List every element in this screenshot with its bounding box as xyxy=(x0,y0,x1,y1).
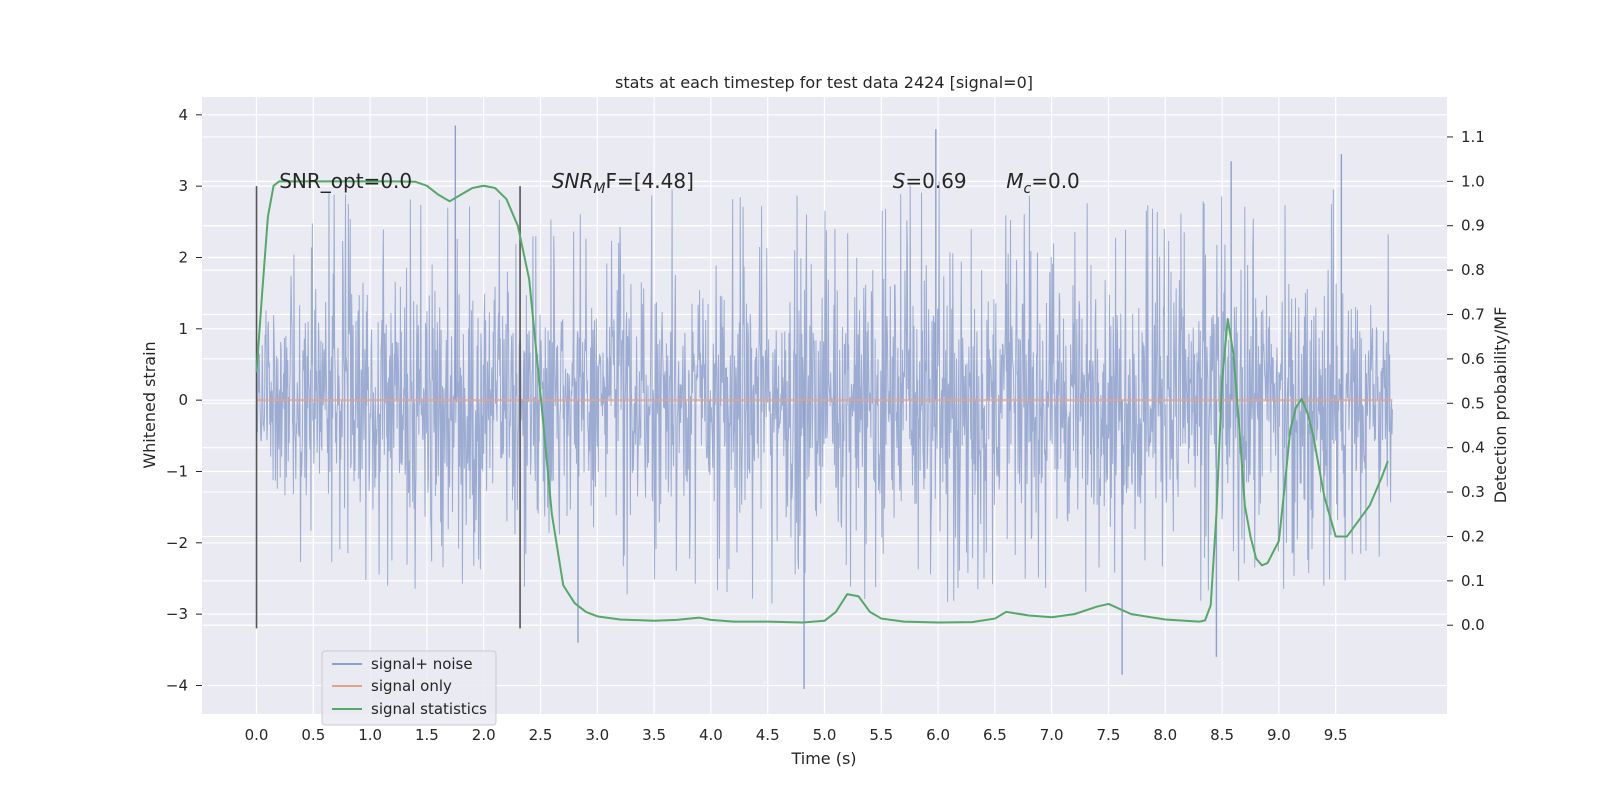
y-right-tick-label-10: 0.1 xyxy=(1461,572,1485,590)
x-tick-label-7: 3.5 xyxy=(642,726,666,744)
x-tick-label-16: 8.0 xyxy=(1153,726,1177,744)
y-right-tick-label-11: 0.0 xyxy=(1461,616,1485,634)
noise-line xyxy=(256,181,1393,604)
y-left-tick-label-7: −3 xyxy=(166,605,188,623)
y-left-tick-label-5: −1 xyxy=(166,462,188,480)
y-right-tick-label-7: 0.4 xyxy=(1461,439,1485,457)
y-right-tick-label-6: 0.5 xyxy=(1461,394,1485,412)
x-tick-label-11: 5.5 xyxy=(869,726,893,744)
annotations: SNR_opt=0.0 SNRMF=[4.48] S=0.69 Mc=0.0 xyxy=(279,169,1080,197)
annotation-0: SNR_opt=0.0 xyxy=(279,169,412,193)
x-tick-label-5: 2.5 xyxy=(529,726,553,744)
x-tick-label-19: 9.5 xyxy=(1324,726,1348,744)
annotation-1: SNRMF=[4.48] xyxy=(552,169,694,197)
chart-title: stats at each timestep for test data 242… xyxy=(615,73,1033,92)
x-axis-ticks: 0.0 0.5 1.0 1.5 2.0 2.5 3.0 3.5 4.0 4.5 5.0 5.5 6.0 6… xyxy=(245,726,1348,744)
x-tick-label-18: 9.0 xyxy=(1267,726,1291,744)
y-axis-left-ticks: 4 3 2 1 0 −1 −2 −3 −4 xyxy=(166,106,202,694)
y-right-tick-label-2: 0.9 xyxy=(1461,217,1485,235)
stats-line xyxy=(255,180,1389,624)
legend-entry-signal-noise: signal+ noise xyxy=(371,655,473,673)
y-right-tick-label-4: 0.7 xyxy=(1461,306,1485,324)
x-tick-label-1: 0.5 xyxy=(301,726,325,744)
y-right-tick-label-1: 1.0 xyxy=(1461,172,1485,190)
annotation-3: Mc=0.0 xyxy=(1006,169,1080,197)
y-left-tick-label-3: 1 xyxy=(178,320,188,338)
y-left-tick-label-1: 3 xyxy=(178,177,188,195)
x-tick-label-17: 8.5 xyxy=(1210,726,1234,744)
x-tick-label-13: 6.5 xyxy=(983,726,1007,744)
x-tick-label-0: 0.0 xyxy=(245,726,269,744)
y-right-tick-label-5: 0.6 xyxy=(1461,350,1485,368)
y-axis-right-label: Detection probability/MF xyxy=(1491,307,1510,504)
y-axis-right-ticks: 1.1 1.0 0.9 0.8 0.7 0.6 0.5 0.4 0.3 0.2 0.1 0.0 xyxy=(1447,128,1485,634)
x-tick-label-10: 5.0 xyxy=(813,726,837,744)
x-tick-label-2: 1.0 xyxy=(358,726,382,744)
x-tick-label-9: 4.5 xyxy=(756,726,780,744)
y-left-tick-label-8: −4 xyxy=(166,676,188,694)
legend: signal+ noise signal only signal statist… xyxy=(321,650,497,726)
x-tick-label-6: 3.0 xyxy=(585,726,609,744)
y-left-tick-label-4: 0 xyxy=(178,391,188,409)
x-tick-label-15: 7.5 xyxy=(1097,726,1121,744)
x-tick-label-12: 6.0 xyxy=(926,726,950,744)
legend-box xyxy=(321,650,497,726)
x-tick-label-4: 2.0 xyxy=(472,726,496,744)
y-right-tick-label-9: 0.2 xyxy=(1461,527,1485,545)
annotation-2: S=0.69 xyxy=(893,169,967,193)
y-right-tick-label-0: 1.1 xyxy=(1461,128,1485,146)
y-left-tick-label-6: −2 xyxy=(166,534,188,552)
y-axis-left-label: Whitened strain xyxy=(140,341,159,468)
y-right-tick-label-8: 0.3 xyxy=(1461,483,1485,501)
x-tick-label-3: 1.5 xyxy=(415,726,439,744)
x-axis-label: Time (s) xyxy=(790,749,856,768)
window-lines xyxy=(255,186,521,629)
legend-entry-signal-statistics: signal statistics xyxy=(371,700,487,718)
stats-series xyxy=(255,180,1389,624)
y-left-tick-label-2: 2 xyxy=(178,248,188,266)
y-right-tick-label-3: 0.8 xyxy=(1461,261,1485,279)
y-left-tick-label-0: 4 xyxy=(178,106,188,124)
x-tick-label-14: 7.0 xyxy=(1040,726,1064,744)
legend-entry-signal-only: signal only xyxy=(371,677,452,695)
x-tick-label-8: 4.0 xyxy=(699,726,723,744)
